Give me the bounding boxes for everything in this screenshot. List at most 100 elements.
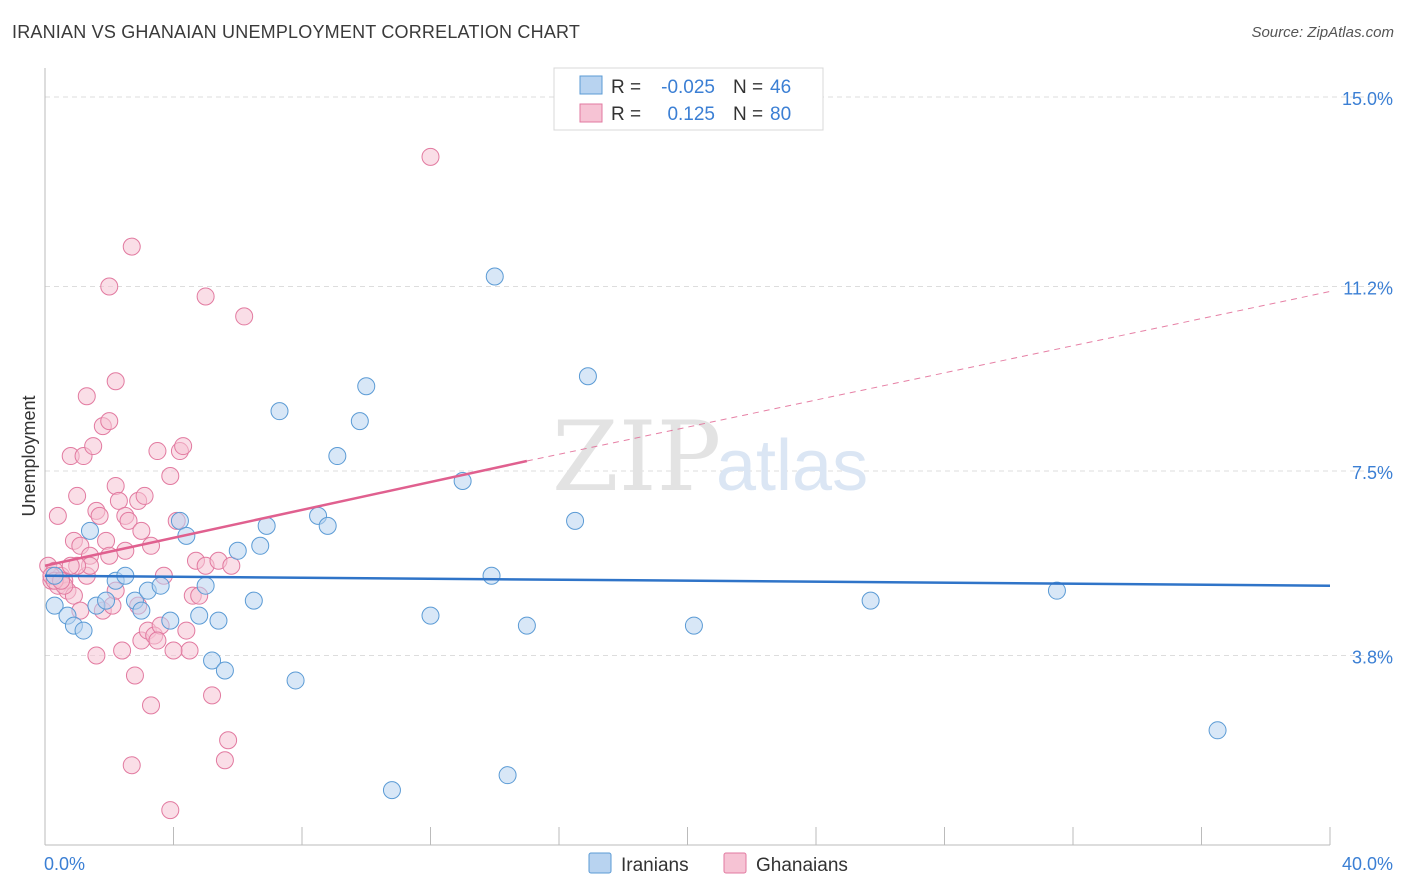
- point-ghanaian: [203, 686, 222, 705]
- point-iranian: [482, 566, 501, 585]
- source-label: Source: ZipAtlas.com: [1251, 24, 1394, 41]
- point-ghanaian: [109, 491, 128, 510]
- point-iranian: [215, 661, 234, 680]
- point-ghanaian: [148, 631, 167, 650]
- trend-line-ghanaians: [44, 459, 528, 567]
- point-ghanaian: [113, 641, 132, 660]
- watermark-atlas: atlas: [716, 426, 868, 506]
- point-iranian: [861, 591, 880, 610]
- legend-label-ghanaians: Ghanaians: [756, 855, 848, 876]
- legend-swatch-iranians: [588, 852, 612, 874]
- point-ghanaian: [215, 751, 234, 770]
- stats-r-label-iranians: R =: [611, 77, 641, 98]
- point-iranian: [1047, 581, 1066, 600]
- point-iranian: [80, 521, 99, 540]
- point-iranian: [209, 611, 228, 630]
- stats-swatch-iranians: [579, 75, 603, 95]
- point-ghanaian: [219, 731, 238, 750]
- point-iranian: [196, 576, 215, 595]
- point-ghanaian: [135, 486, 154, 505]
- point-ghanaian: [196, 287, 215, 306]
- axes: [44, 68, 1331, 846]
- legend-label-iranians: Iranians: [621, 855, 689, 876]
- chart-title: IRANIAN VS GHANAIAN UNEMPLOYMENT CORRELA…: [12, 22, 581, 42]
- x-tick-label-min: 0.0%: [44, 854, 85, 874]
- point-iranian: [498, 766, 517, 785]
- stats-r-value-iranians: -0.025: [661, 77, 715, 98]
- y-tick-label: 11.2%: [1343, 278, 1393, 298]
- point-ghanaian: [142, 536, 161, 555]
- point-ghanaian: [106, 372, 125, 391]
- point-ghanaian: [161, 466, 180, 485]
- point-iranian: [74, 621, 93, 640]
- stats-r-value-ghanaians: 0.125: [667, 104, 715, 125]
- point-iranian: [270, 402, 289, 421]
- point-iranian: [318, 516, 337, 535]
- stats-n-value-iranians: 46: [770, 77, 791, 98]
- point-ghanaian: [122, 756, 141, 775]
- legend: Iranians Ghanaians: [588, 852, 848, 876]
- point-ghanaian: [421, 147, 440, 166]
- gridlines: [45, 96, 1392, 657]
- y-axis-title: Unemployment: [19, 395, 39, 516]
- point-iranian: [684, 616, 703, 635]
- point-iranian: [566, 511, 585, 530]
- point-ghanaian: [142, 696, 161, 715]
- point-ghanaian: [164, 641, 183, 660]
- stats-n-label-ghanaians: N =: [733, 104, 763, 125]
- point-iranian: [45, 596, 64, 615]
- point-iranian: [350, 412, 369, 431]
- point-ghanaian: [177, 621, 196, 640]
- watermark: ZIP atlas: [552, 401, 868, 513]
- point-ghanaian: [87, 646, 106, 665]
- point-ghanaian: [122, 237, 141, 256]
- point-ghanaian: [77, 387, 96, 406]
- point-ghanaian: [68, 486, 87, 505]
- point-ghanaian: [132, 521, 151, 540]
- point-ghanaian: [180, 641, 199, 660]
- point-iranian: [1208, 721, 1227, 740]
- x-tick-label-max: 40.0%: [1342, 854, 1393, 874]
- point-ghanaian: [148, 442, 167, 461]
- point-ghanaian: [84, 437, 103, 456]
- point-iranian: [382, 781, 401, 800]
- point-ghanaian: [97, 531, 116, 550]
- x-tick-labels: 0.0% 40.0%: [44, 854, 1393, 874]
- point-ghanaian: [100, 277, 119, 296]
- point-iranian: [328, 447, 347, 466]
- point-iranian: [357, 377, 376, 396]
- point-iranian: [286, 671, 305, 690]
- point-iranian: [421, 606, 440, 625]
- trend-line-iranians: [44, 574, 1331, 587]
- y-tick-label: 3.8%: [1352, 648, 1393, 668]
- point-iranian: [97, 591, 116, 610]
- trend-lines: [44, 290, 1331, 587]
- y-tick-label: 7.5%: [1352, 463, 1393, 483]
- stats-r-label-ghanaians: R =: [611, 104, 641, 125]
- point-iranian: [132, 601, 151, 620]
- point-iranian: [203, 651, 222, 670]
- point-ghanaian: [235, 307, 254, 326]
- trend-line-ghanaians: [526, 290, 1331, 462]
- point-iranian: [190, 606, 209, 625]
- point-iranian: [517, 616, 536, 635]
- stats-box: R = -0.025 N = 46 R = 0.125 N = 80: [553, 67, 824, 131]
- point-ghanaian: [119, 511, 138, 530]
- point-ghanaian: [48, 506, 67, 525]
- point-ghanaian: [90, 506, 109, 525]
- point-ghanaian: [125, 666, 144, 685]
- point-iranian: [151, 576, 170, 595]
- stats-n-label-iranians: N =: [733, 77, 763, 98]
- watermark-zip: ZIP: [552, 401, 721, 513]
- y-tick-label: 15.0%: [1342, 89, 1393, 109]
- y-tick-labels: 3.8% 7.5% 11.2% 15.0%: [1342, 89, 1393, 668]
- legend-swatch-ghanaians: [723, 852, 747, 874]
- point-iranian: [251, 536, 270, 555]
- point-ghanaian: [222, 556, 241, 575]
- point-iranian: [228, 541, 247, 560]
- point-iranian: [170, 511, 189, 530]
- point-ghanaian: [100, 412, 119, 431]
- point-iranian: [244, 591, 263, 610]
- point-ghanaian: [174, 437, 193, 456]
